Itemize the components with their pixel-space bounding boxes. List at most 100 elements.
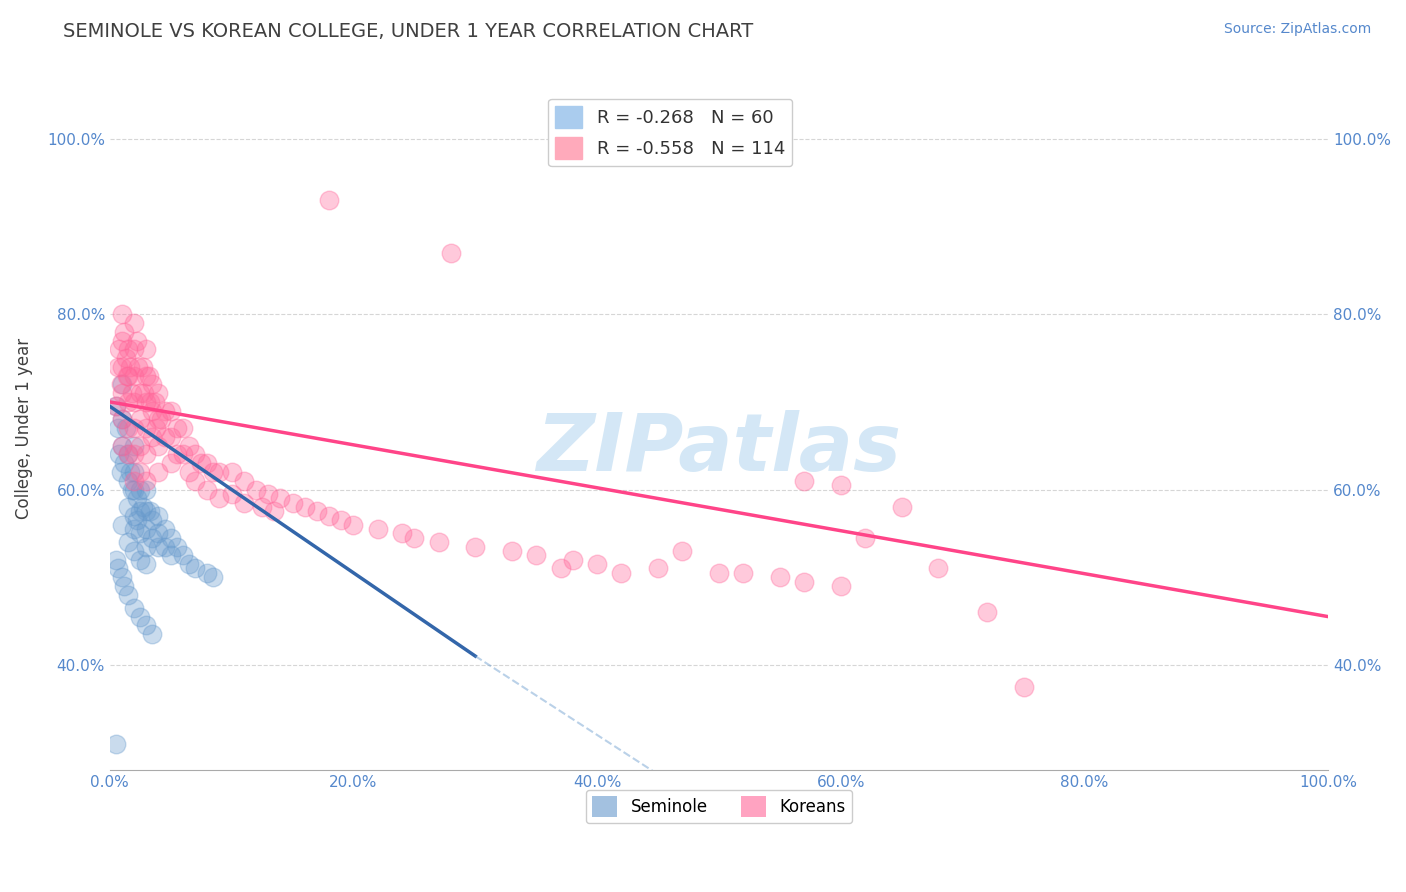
Point — [129, 526, 152, 541]
Point — [145, 421, 167, 435]
Point — [172, 548, 194, 562]
Point — [135, 522, 157, 536]
Point — [195, 566, 218, 580]
Point — [153, 522, 176, 536]
Point — [135, 483, 157, 497]
Point — [391, 526, 413, 541]
Point — [135, 504, 157, 518]
Point — [153, 403, 176, 417]
Point — [122, 544, 145, 558]
Point — [250, 500, 273, 514]
Point — [122, 483, 145, 497]
Point — [104, 552, 127, 566]
Point — [195, 483, 218, 497]
Point — [117, 447, 139, 461]
Point — [104, 737, 127, 751]
Point — [111, 439, 134, 453]
Point — [122, 600, 145, 615]
Point — [830, 579, 852, 593]
Point — [208, 491, 231, 506]
Point — [148, 386, 170, 401]
Point — [141, 430, 163, 444]
Point — [117, 421, 139, 435]
Point — [112, 456, 135, 470]
Point — [111, 377, 134, 392]
Point — [166, 540, 188, 554]
Point — [117, 447, 139, 461]
Point — [927, 561, 949, 575]
Point — [550, 561, 572, 575]
Point — [172, 447, 194, 461]
Text: Source: ZipAtlas.com: Source: ZipAtlas.com — [1223, 22, 1371, 37]
Point — [115, 368, 138, 383]
Point — [342, 517, 364, 532]
Point — [269, 491, 291, 506]
Point — [148, 508, 170, 523]
Point — [221, 487, 243, 501]
Point — [159, 531, 181, 545]
Point — [117, 343, 139, 357]
Point — [129, 609, 152, 624]
Point — [318, 508, 340, 523]
Point — [263, 504, 285, 518]
Point — [111, 439, 134, 453]
Point — [202, 465, 225, 479]
Point — [159, 548, 181, 562]
Point — [139, 395, 162, 409]
Point — [117, 535, 139, 549]
Point — [148, 412, 170, 426]
Point — [135, 474, 157, 488]
Point — [122, 421, 145, 435]
Point — [129, 483, 152, 497]
Point — [122, 522, 145, 536]
Point — [793, 474, 815, 488]
Point — [561, 552, 583, 566]
Point — [104, 399, 127, 413]
Point — [148, 439, 170, 453]
Point — [135, 395, 157, 409]
Point — [184, 561, 207, 575]
Point — [122, 395, 145, 409]
Point — [120, 359, 142, 374]
Point — [122, 343, 145, 357]
Point — [853, 531, 876, 545]
Legend: Seminole, Koreans: Seminole, Koreans — [585, 789, 852, 823]
Point — [245, 483, 267, 497]
Point — [976, 605, 998, 619]
Point — [110, 377, 132, 392]
Point — [404, 531, 426, 545]
Point — [141, 377, 163, 392]
Point — [232, 496, 254, 510]
Point — [166, 421, 188, 435]
Point — [135, 557, 157, 571]
Point — [112, 579, 135, 593]
Point — [104, 399, 127, 413]
Point — [122, 508, 145, 523]
Point — [111, 307, 134, 321]
Point — [464, 540, 486, 554]
Point — [135, 540, 157, 554]
Point — [501, 544, 523, 558]
Point — [122, 465, 145, 479]
Point — [184, 474, 207, 488]
Point — [132, 386, 155, 401]
Point — [141, 403, 163, 417]
Point — [305, 504, 328, 518]
Point — [135, 618, 157, 632]
Point — [114, 351, 136, 365]
Point — [190, 456, 212, 470]
Point — [129, 465, 152, 479]
Point — [141, 513, 163, 527]
Point — [830, 478, 852, 492]
Point — [330, 513, 353, 527]
Point — [141, 531, 163, 545]
Point — [121, 483, 143, 497]
Point — [122, 316, 145, 330]
Point — [221, 465, 243, 479]
Point — [143, 395, 166, 409]
Point — [159, 456, 181, 470]
Point — [141, 627, 163, 641]
Point — [367, 522, 389, 536]
Point — [139, 504, 162, 518]
Point — [117, 500, 139, 514]
